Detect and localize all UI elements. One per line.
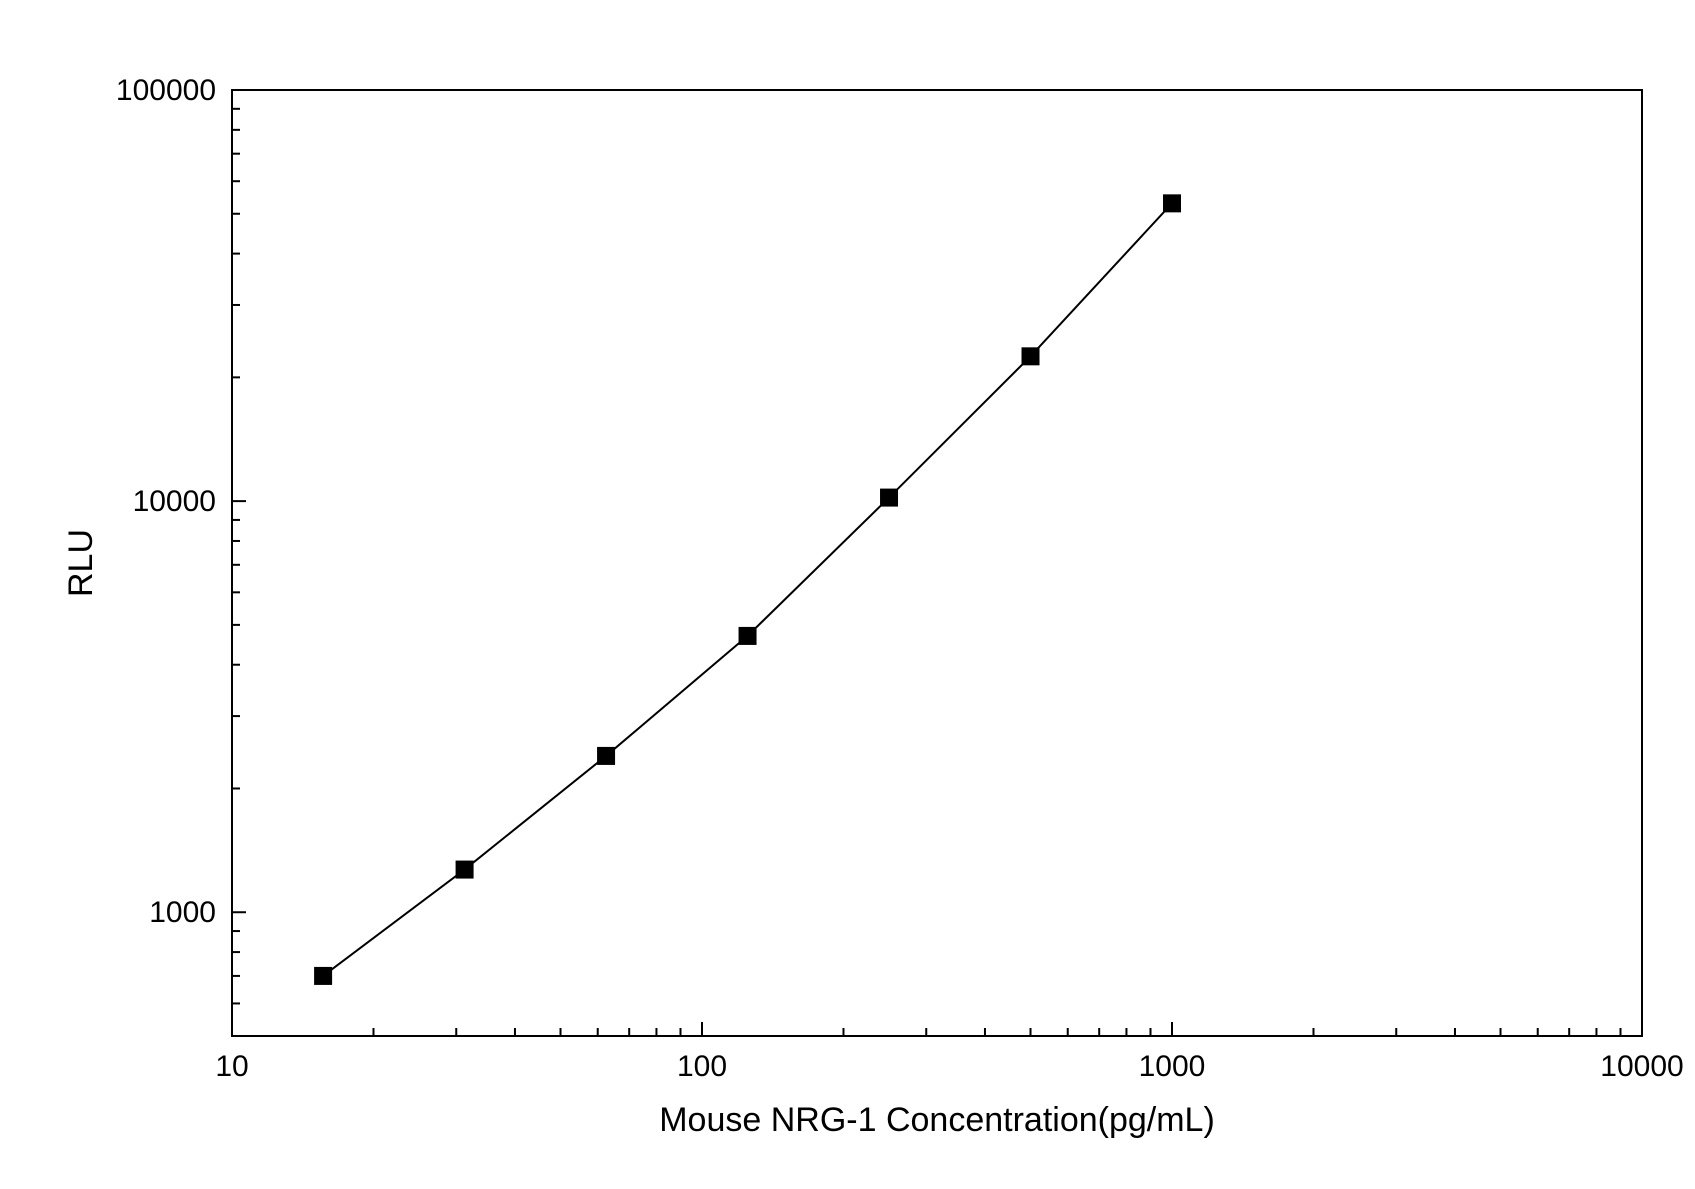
x-axis-label: Mouse NRG-1 Concentration(pg/mL) xyxy=(659,1101,1215,1139)
data-point-marker xyxy=(880,489,898,507)
chart-container: 10 100 1000 10000 Mouse NRG-1 Concentration(… xyxy=(0,0,1695,1189)
y-tick-label: 100000 xyxy=(116,74,216,107)
data-point-marker xyxy=(739,627,757,645)
x-tick-label: 1000 xyxy=(1139,1050,1206,1083)
data-point-marker xyxy=(314,967,332,985)
y-tick-label: 1000 xyxy=(149,896,216,929)
y-tick-label: 10000 xyxy=(133,485,216,518)
x-tick-label: 10 xyxy=(215,1050,248,1083)
data-point-marker xyxy=(456,861,474,879)
x-tick-label: 10000 xyxy=(1600,1050,1683,1083)
standard-curve-chart: 10 100 1000 10000 Mouse NRG-1 Concentration(… xyxy=(0,0,1695,1189)
x-tick-label: 100 xyxy=(677,1050,727,1083)
y-axis-label: RLU xyxy=(62,529,100,597)
data-point-marker xyxy=(597,747,615,765)
data-point-marker xyxy=(1163,194,1181,212)
data-point-marker xyxy=(1022,347,1040,365)
